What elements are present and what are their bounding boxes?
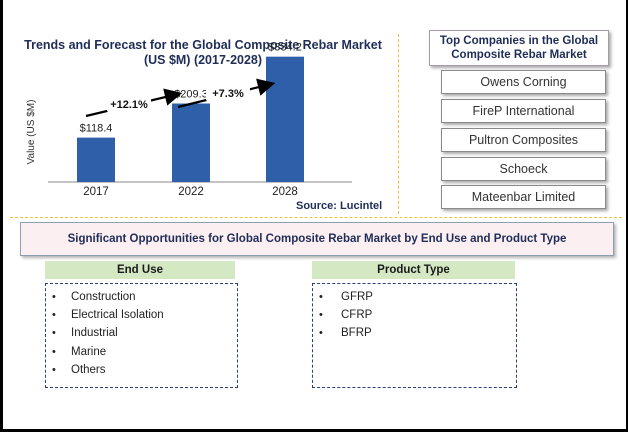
- end-use-heading: End Use: [45, 261, 235, 279]
- product-type-item-label: BFRP: [341, 327, 372, 340]
- bullet-icon: •: [319, 291, 323, 303]
- bar-value-label: $118.4: [80, 123, 113, 135]
- frame-bottom-edge: [0, 429, 628, 432]
- company-box: Pultron Composites: [441, 128, 606, 152]
- chart-source: Source: Lucintel: [296, 200, 383, 212]
- growth-label-bg: [107, 95, 151, 112]
- growth-label: +7.3%: [212, 88, 244, 100]
- end-use-item: • Industrial: [46, 324, 237, 342]
- end-use-item: • Marine: [46, 343, 237, 361]
- x-tick-label: 2022: [178, 186, 204, 198]
- end-use-item: • Construction: [46, 288, 237, 306]
- bar-value-label: $209.3: [174, 89, 208, 101]
- bullet-icon: •: [52, 345, 56, 358]
- bar: [77, 137, 115, 182]
- end-use-item-label: Electrical Isolation: [71, 309, 164, 322]
- x-tick-label: 2017: [83, 186, 109, 198]
- company-box: FireP International: [441, 99, 606, 123]
- bar-value-label: $334.2: [268, 42, 302, 54]
- chart-svg: Value (US $M) $118.4 2017 $209.3 2022 $334.2 2…: [26, 42, 352, 198]
- x-tick-label: 2028: [272, 186, 298, 198]
- product-type-item: • BFRP: [313, 324, 516, 342]
- product-type-heading: Product Type: [312, 261, 515, 279]
- frame-left-edge: [0, 0, 3, 432]
- end-use-list-box: • Construction • Electrical Isolation • Ind…: [45, 283, 238, 388]
- vertical-divider: [398, 34, 399, 214]
- company-box: Owens Corning: [441, 70, 606, 94]
- y-axis-label: Value (US $M): [26, 100, 37, 165]
- frame-right-edge: [626, 0, 628, 432]
- product-type-item: • GFRP: [313, 288, 516, 306]
- end-use-item-label: Construction: [71, 291, 136, 303]
- product-type-item-label: CFRP: [341, 309, 373, 322]
- opportunities-banner: Significant Opportunities for Global Com…: [20, 222, 614, 256]
- top-companies-title: Top Companies in the Global Composite Re…: [429, 30, 609, 66]
- product-type-item: • CFRP: [313, 306, 516, 324]
- horizontal-divider: [10, 217, 622, 218]
- end-use-item-label: Industrial: [71, 327, 118, 340]
- bar: [172, 103, 210, 182]
- end-use-item: • Electrical Isolation: [46, 306, 237, 324]
- bullet-icon: •: [52, 363, 56, 376]
- chart-title: Trends and Forecast for the Global Compo…: [24, 38, 382, 67]
- product-type-item-label: GFRP: [341, 291, 373, 303]
- company-box: Mateenbar Limited: [441, 185, 606, 209]
- end-use-item-label: Others: [71, 363, 106, 376]
- end-use-item: • Others: [46, 361, 237, 379]
- bullet-icon: •: [52, 327, 56, 340]
- bar: [266, 56, 304, 182]
- end-use-item-label: Marine: [71, 345, 107, 358]
- growth-label-bg: [206, 84, 250, 101]
- top-companies-title-text: Top Companies in the Global Composite Re…: [439, 35, 599, 61]
- bullet-icon: •: [52, 291, 56, 303]
- growth-label: +12.1%: [110, 99, 148, 111]
- company-box: Schoeck: [441, 157, 606, 181]
- bullet-icon: •: [52, 309, 56, 322]
- bullet-icon: •: [319, 309, 323, 322]
- bullet-icon: •: [319, 327, 323, 340]
- product-type-list-box: • GFRP • CFRP • BFRP: [312, 283, 517, 388]
